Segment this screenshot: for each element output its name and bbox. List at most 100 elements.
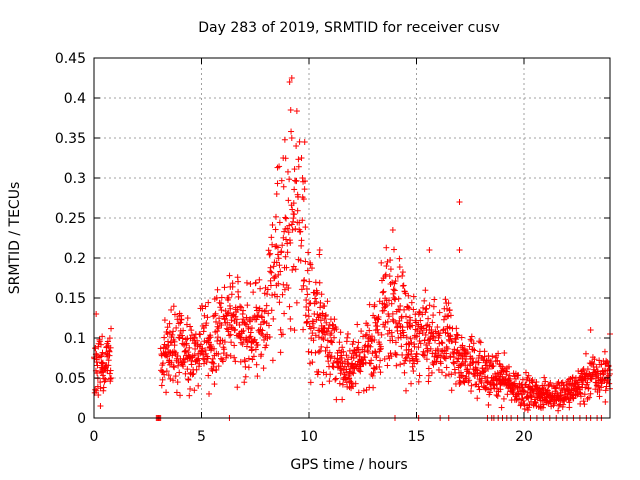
data-point: [339, 344, 346, 351]
data-point: [317, 299, 324, 306]
data-point: [200, 351, 207, 358]
data-point: [177, 392, 183, 399]
data-point: [223, 351, 230, 358]
data-point: [106, 370, 113, 377]
data-point: [253, 304, 260, 311]
data-point: [383, 244, 390, 251]
data-point: [428, 369, 435, 376]
data-point: [445, 312, 452, 319]
data-point: [365, 348, 372, 355]
data-point: [504, 391, 511, 398]
data-point: [286, 303, 293, 310]
data-point: [428, 327, 435, 334]
data-point: [464, 349, 471, 356]
data-point: [301, 139, 308, 145]
data-point: [442, 355, 449, 362]
data-point: [462, 362, 469, 369]
data-point: [92, 386, 99, 393]
data-point: [403, 334, 410, 341]
data-point: [555, 407, 562, 414]
data-point: [281, 286, 288, 293]
data-point: [394, 273, 401, 280]
data-point: [195, 382, 202, 389]
data-point: [495, 350, 502, 357]
data-point: [454, 358, 461, 365]
data-point: [371, 336, 378, 343]
data-point: [309, 330, 316, 337]
data-point: [373, 352, 380, 359]
data-point: [384, 318, 391, 325]
data-point: [421, 297, 428, 304]
data-point: [99, 333, 106, 340]
x-tick-label: 20: [515, 429, 533, 445]
data-point: [305, 348, 312, 355]
data-point: [336, 380, 343, 387]
data-point: [164, 353, 171, 360]
data-point: [344, 330, 351, 337]
data-point: [296, 219, 303, 226]
data-point: [367, 343, 374, 350]
data-point: [586, 370, 593, 377]
data-point: [540, 401, 547, 408]
data-point: [162, 345, 169, 352]
data-point: [244, 302, 251, 309]
data-point: [212, 310, 219, 317]
data-point: [239, 341, 246, 348]
data-point: [163, 368, 170, 375]
data-point: [273, 259, 280, 266]
data-point: [397, 361, 404, 368]
data-point: [268, 307, 275, 314]
data-point: [560, 382, 567, 389]
data-point: [278, 248, 285, 255]
data-point: [302, 258, 309, 265]
data-point: [328, 338, 335, 345]
data-point: [218, 294, 225, 301]
data-point: [306, 300, 313, 307]
data-point: [309, 359, 316, 366]
data-point: [307, 261, 314, 268]
data-point: [321, 315, 328, 322]
data-points: [91, 75, 613, 421]
data-point: [459, 342, 466, 349]
data-point: [170, 377, 177, 384]
data-point: [569, 374, 576, 381]
data-point: [349, 383, 356, 390]
data-point: [406, 305, 413, 312]
data-point: [267, 282, 274, 289]
data-point: [467, 336, 474, 343]
data-point: [180, 327, 187, 334]
data-point: [302, 224, 309, 231]
data-point: [394, 327, 401, 334]
data-point: [442, 296, 449, 303]
data-point: [274, 244, 281, 251]
data-point: [203, 320, 210, 327]
data-point: [505, 363, 512, 370]
data-point: [395, 295, 402, 302]
data-point: [204, 314, 211, 321]
data-point: [477, 339, 484, 346]
data-point: [263, 302, 270, 309]
data-point: [173, 389, 180, 396]
data-point: [172, 349, 179, 356]
data-point: [593, 364, 600, 371]
data-point: [203, 359, 210, 366]
data-point: [419, 329, 426, 336]
data-point: [107, 378, 114, 385]
data-point: [185, 349, 192, 356]
data-point: [422, 306, 429, 313]
data-point: [221, 339, 228, 346]
data-point: [368, 357, 375, 364]
data-point: [485, 401, 492, 408]
data-point: [324, 298, 331, 305]
data-point: [272, 213, 279, 220]
data-point: [247, 315, 254, 322]
data-point: [355, 339, 362, 346]
data-point: [439, 340, 446, 347]
data-point: [294, 207, 301, 214]
data-point: [318, 343, 325, 350]
data-point: [361, 354, 368, 361]
data-point: [585, 384, 592, 391]
data-point: [322, 331, 329, 338]
data-point: [247, 329, 254, 336]
data-point: [349, 369, 356, 376]
